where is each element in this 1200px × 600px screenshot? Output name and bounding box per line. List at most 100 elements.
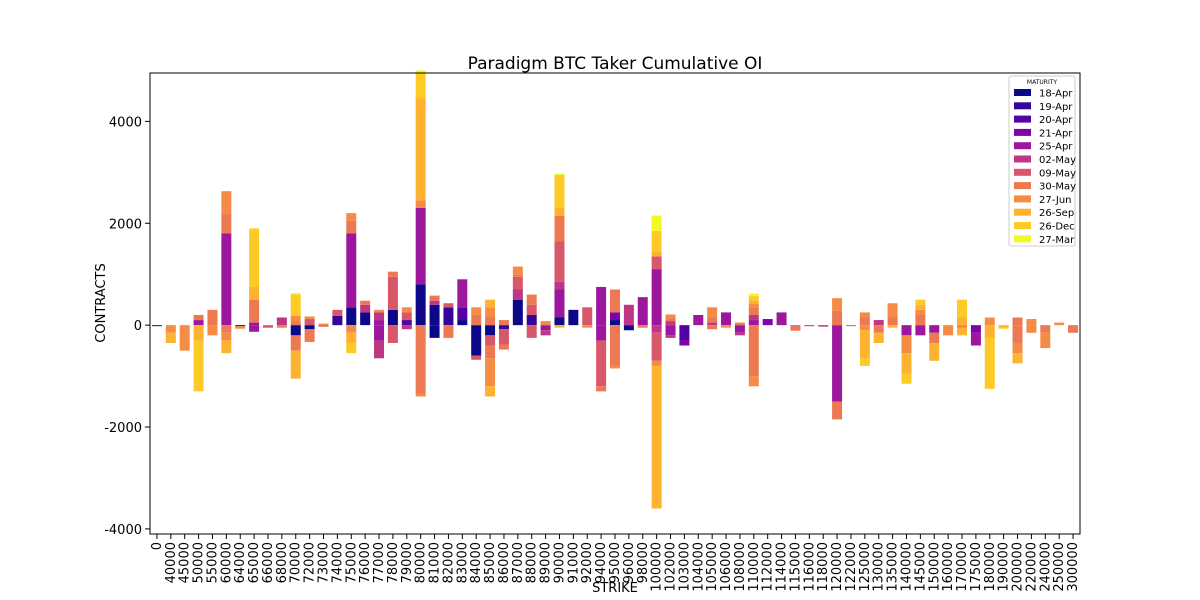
bar-26-sep-180000 [984, 325, 995, 338]
bar-25-apr-140000 [901, 325, 912, 336]
x-tick-label: 95000 [608, 542, 623, 583]
bar-26-dec-190000 [998, 327, 1009, 329]
bar-30-may-200000 [1012, 325, 1023, 343]
bar-27-jun-75000 [346, 325, 357, 333]
bar-02-may-116000 [804, 325, 815, 327]
x-tick-label: 80000 [414, 542, 429, 583]
legend-label: 27-Jun [1039, 195, 1072, 206]
bar-26-sep-100000 [651, 365, 662, 509]
bar-30-may-105000 [707, 317, 718, 323]
bar-30-may-87000 [512, 274, 523, 277]
bar-02-may-110000 [748, 314, 759, 321]
bar-21-apr-95000 [610, 312, 620, 321]
bar-27-jun-105000 [707, 307, 718, 318]
bar-20-apr-79000 [401, 320, 412, 326]
x-tick-label: 91000 [566, 542, 581, 583]
y-tick-label: 2000 [109, 217, 142, 232]
x-tick-label: 82000 [441, 542, 456, 583]
bar-25-apr-77000 [374, 320, 385, 326]
x-tick-label: 74000 [330, 542, 345, 583]
bar-09-may-92000 [582, 307, 593, 326]
legend-label: 21-Apr [1039, 128, 1073, 139]
bar-09-may-115000 [790, 325, 801, 327]
x-axis-label: STRIKE [592, 581, 638, 596]
bar-26-sep-170000 [957, 327, 968, 336]
bar-25-apr-75000 [346, 233, 357, 308]
bar-27-jun-85000 [485, 358, 496, 387]
bar-27-jun-80000 [415, 393, 426, 397]
bar-27-jun-85000 [485, 307, 496, 318]
bar-30-may-85000 [485, 345, 496, 359]
bar-26-sep-190000 [998, 325, 1009, 328]
bar-30-may-300000 [1068, 325, 1079, 333]
bar-18-apr-64000 [235, 325, 246, 327]
bar-09-may-85000 [485, 335, 496, 346]
bar-26-sep-50000 [193, 325, 204, 341]
legend-swatch [1014, 222, 1031, 229]
bar-25-apr-98000 [637, 297, 648, 326]
legend-swatch [1014, 235, 1031, 243]
legend-label: 30-May [1039, 182, 1076, 193]
bar-25-apr-77000 [374, 325, 385, 341]
bar-30-may-105000 [707, 325, 718, 330]
legend-swatch [1014, 208, 1031, 216]
bar-26-dec-125000 [859, 358, 870, 366]
bar-25-apr-65000 [249, 322, 260, 326]
bar-18-apr-91000 [568, 309, 579, 326]
x-tick-label: 88000 [525, 542, 540, 583]
bar-30-may-86000 [498, 344, 509, 350]
bar-18-apr-96000 [623, 325, 634, 331]
bar-27-mar-110000 [748, 293, 759, 297]
bar-30-may-65000 [249, 299, 260, 323]
bar-02-may-102000 [665, 335, 676, 338]
bar-18-apr-81000 [429, 325, 440, 338]
x-tick-label: 76000 [358, 542, 373, 583]
bar-30-may-120000 [832, 401, 843, 420]
x-tick-label: 110000 [747, 542, 762, 592]
x-tick-label: 103000 [677, 542, 692, 592]
x-tick-label: 96000 [622, 542, 637, 583]
bar-27-jun-92000 [582, 325, 593, 328]
x-tick-label: 122000 [844, 542, 859, 592]
y-tick-label: 0 [134, 319, 142, 334]
bar-19-apr-86000 [498, 325, 509, 330]
bar-25-apr-65000 [249, 325, 260, 332]
bar-30-may-55000 [207, 309, 218, 326]
bar-26-dec-100000 [651, 230, 662, 252]
x-tick-label: 64000 [233, 542, 248, 583]
bar-27-jun-60000 [221, 332, 232, 341]
bar-25-apr-102000 [665, 325, 676, 336]
bar-25-apr-50000 [193, 320, 204, 326]
bar-26-sep-130000 [873, 332, 884, 343]
bar-30-may-86000 [498, 320, 509, 326]
y-axis-label: CONTRACTS [94, 263, 109, 342]
bar-18-apr-87000 [512, 299, 523, 326]
bar-26-sep-65000 [249, 286, 260, 300]
bar-27-jun-120000 [832, 298, 843, 311]
bar-25-apr-60000 [221, 233, 232, 326]
bar-19-apr-0 [151, 325, 162, 327]
bar-26-dec-110000 [748, 296, 759, 301]
bar-30-may-68000 [276, 325, 287, 328]
bar-26-dec-90000 [554, 174, 565, 208]
bar-27-jun-106000 [721, 325, 732, 328]
x-tick-label: 75000 [344, 542, 359, 583]
bar-18-apr-78000 [387, 309, 398, 326]
bar-25-apr-100000 [651, 269, 662, 326]
legend-label: 27-Mar [1039, 235, 1075, 246]
x-tick-label: 120000 [830, 542, 845, 592]
legend-items: 18-Apr 19-Apr 20-Apr 21-Apr 25-Apr 02-May 09-M… [1014, 89, 1076, 246]
bar-27-jun-110000 [748, 303, 759, 308]
bar-02-may-77000 [374, 340, 385, 359]
bar-30-may-150000 [929, 332, 940, 343]
bar-25-apr-94000 [596, 286, 607, 326]
bar-18-apr-75000 [346, 307, 357, 326]
x-tick-label: 104000 [691, 542, 706, 592]
legend-swatch [1014, 182, 1031, 190]
bar-27-jun-135000 [887, 303, 898, 318]
legend-label: 09-May [1039, 168, 1076, 179]
bar-26-dec-50000 [193, 340, 204, 392]
bar-30-may-90000 [554, 215, 565, 242]
x-tick-label: 170000 [955, 542, 970, 592]
bar-18-apr-95000 [610, 320, 620, 326]
